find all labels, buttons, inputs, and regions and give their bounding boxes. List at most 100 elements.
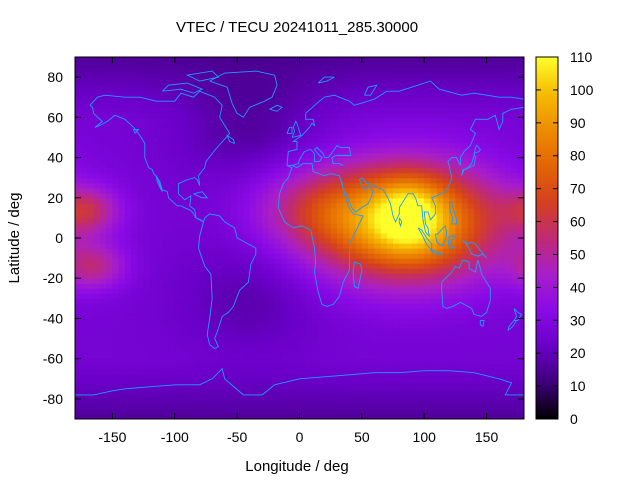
heatmap-cell	[75, 328, 82, 335]
heatmap-cell	[480, 243, 488, 249]
heatmap-cell	[492, 368, 500, 375]
heatmap-cell	[318, 238, 326, 244]
heatmap-cell	[137, 348, 145, 355]
heatmap-cell	[149, 263, 157, 269]
heatmap-cell	[93, 187, 101, 194]
heatmap-cell	[224, 152, 232, 159]
heatmap-cell	[467, 303, 475, 309]
heatmap-cell	[293, 243, 301, 249]
heatmap-cell	[243, 268, 251, 274]
heatmap-cell	[305, 323, 313, 330]
heatmap-cell	[137, 182, 145, 189]
heatmap-cell	[112, 243, 120, 249]
heatmap-cell	[311, 293, 319, 299]
heatmap-cell	[137, 253, 145, 259]
heatmap-cell	[355, 102, 363, 108]
heatmap-cell	[318, 318, 326, 325]
heatmap-cell	[274, 152, 282, 159]
heatmap-cell	[361, 413, 369, 419]
heatmap-cell	[499, 82, 506, 88]
heatmap-cell	[424, 192, 432, 199]
heatmap-cell	[193, 132, 201, 139]
heatmap-cell	[486, 338, 494, 345]
heatmap-cell	[162, 177, 170, 184]
heatmap-cell	[399, 273, 407, 279]
heatmap-cell	[255, 323, 263, 330]
heatmap-cell	[75, 202, 82, 209]
heatmap-cell	[212, 92, 220, 98]
heatmap-cell	[230, 192, 238, 199]
heatmap-cell	[442, 82, 450, 88]
heatmap-cell	[262, 403, 269, 410]
heatmap-cell	[318, 212, 326, 219]
heatmap-cell	[81, 383, 89, 390]
heatmap-cell	[212, 323, 220, 330]
heatmap-cell	[293, 172, 301, 179]
heatmap-cell	[336, 358, 344, 365]
heatmap-cell	[474, 363, 481, 370]
heatmap-cell	[99, 363, 107, 370]
heatmap-cell	[156, 288, 163, 294]
heatmap-cell	[112, 338, 120, 345]
heatmap-cell	[349, 232, 357, 239]
heatmap-cell	[174, 343, 182, 350]
heatmap-cell	[461, 102, 469, 108]
heatmap-cell	[106, 192, 114, 199]
heatmap-cell	[87, 413, 95, 419]
heatmap-cell	[243, 222, 251, 229]
heatmap-cell	[461, 358, 469, 365]
heatmap-cell	[255, 207, 263, 214]
heatmap-cell	[349, 192, 357, 199]
heatmap-cell	[492, 248, 500, 254]
heatmap-cell	[205, 177, 213, 184]
heatmap-cell	[168, 353, 176, 360]
heatmap-cell	[405, 283, 413, 289]
heatmap-cell	[287, 358, 294, 365]
heatmap-cell	[336, 298, 344, 304]
heatmap-cell	[199, 243, 207, 249]
heatmap-cell	[318, 253, 326, 259]
heatmap-cell	[249, 408, 257, 415]
heatmap-cell	[205, 202, 213, 209]
heatmap-cell	[499, 238, 506, 244]
heatmap-cell	[156, 348, 163, 355]
heatmap-cell	[499, 358, 506, 365]
heatmap-cell	[330, 137, 338, 144]
heatmap-cell	[393, 283, 400, 289]
heatmap-cell	[75, 298, 82, 304]
heatmap-cell	[386, 383, 394, 390]
heatmap-cell	[268, 348, 276, 355]
heatmap-cell	[299, 202, 307, 209]
heatmap-cell	[393, 187, 400, 194]
heatmap-cell	[174, 363, 182, 370]
heatmap-cell	[499, 283, 506, 289]
heatmap-cell	[162, 232, 170, 239]
heatmap-cell	[361, 273, 369, 279]
heatmap-cell	[299, 333, 307, 340]
heatmap-cell	[449, 248, 457, 254]
heatmap-cell	[199, 142, 207, 149]
heatmap-cell	[399, 368, 407, 375]
heatmap-cell	[355, 343, 363, 350]
heatmap-cell	[99, 72, 107, 78]
heatmap-cell	[430, 72, 438, 78]
heatmap-cell	[424, 383, 432, 390]
heatmap-cell	[361, 67, 369, 73]
heatmap-cell	[249, 82, 257, 88]
heatmap-cell	[262, 82, 269, 88]
heatmap-cell	[99, 283, 107, 289]
heatmap-cell	[187, 137, 195, 144]
heatmap-cell	[343, 67, 350, 73]
heatmap-cell	[411, 102, 419, 108]
heatmap-cell	[499, 172, 506, 179]
heatmap-cell	[131, 117, 138, 123]
heatmap-cell	[181, 258, 188, 264]
heatmap-cell	[467, 102, 475, 108]
heatmap-cell	[411, 413, 419, 419]
heatmap-cell	[174, 102, 182, 108]
heatmap-cell	[311, 278, 319, 284]
heatmap-cell	[355, 273, 363, 279]
heatmap-cell	[461, 353, 469, 360]
heatmap-cell	[330, 222, 338, 229]
heatmap-cell	[87, 167, 95, 174]
